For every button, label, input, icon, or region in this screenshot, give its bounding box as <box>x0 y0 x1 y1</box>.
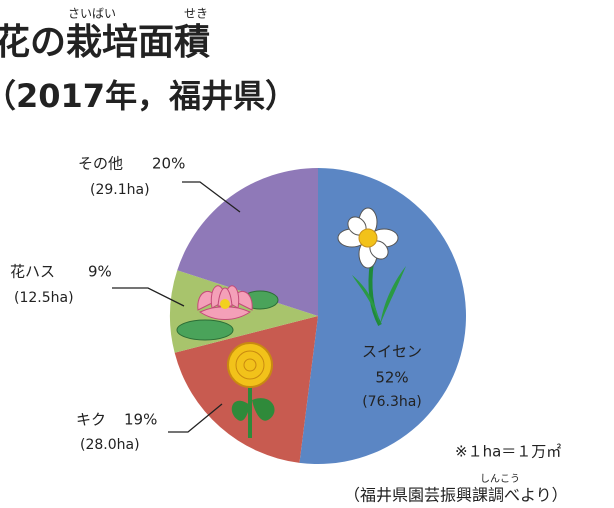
chart-title: 花の栽培面積 <box>0 22 210 63</box>
slice-label: キク <box>76 411 106 429</box>
value-label: 19% <box>124 411 157 429</box>
area-label: (76.3ha) <box>362 394 422 410</box>
area-label: (12.5ha) <box>14 290 74 306</box>
slice-label: その他 <box>78 155 123 173</box>
note: ※１ha＝１万㎡ <box>455 443 561 461</box>
icons <box>176 207 406 438</box>
value-label: 20% <box>152 155 185 173</box>
area-label: (28.0ha) <box>80 437 140 453</box>
source-ruby: しんこう <box>480 473 520 485</box>
leader-lines <box>112 181 241 433</box>
slice-label: 花ハス <box>10 263 55 281</box>
slice-label: スイセン <box>362 343 422 361</box>
area-label: (29.1ha) <box>90 182 150 198</box>
value-label: 52% <box>375 369 408 387</box>
title-ruby: せき <box>184 7 208 21</box>
pie-slice <box>174 316 318 463</box>
title-ruby: さいばい <box>68 7 116 21</box>
pie-slice <box>177 168 318 316</box>
chart-subtitle: （2017年，福井県） <box>0 77 297 115</box>
source: （福井県園芸振興課調べより） <box>344 486 568 505</box>
value-label: 9% <box>88 263 112 281</box>
